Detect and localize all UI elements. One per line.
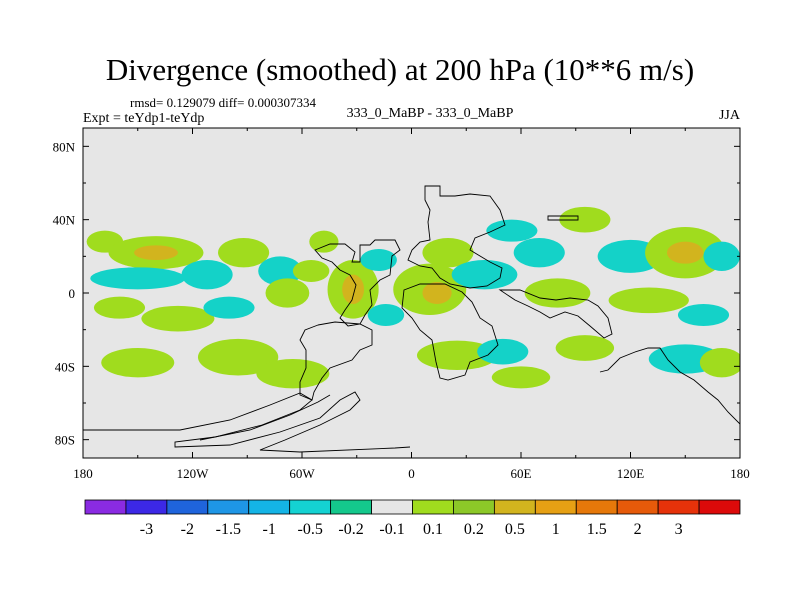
colorbar-label: 3 xyxy=(675,521,683,538)
coastline-south-america xyxy=(299,321,373,401)
colorbar-label: -0.5 xyxy=(297,521,322,538)
contour-blob-neg1 xyxy=(360,249,397,271)
contour-blob-pos1 xyxy=(141,305,215,332)
y-tick-label: 80N xyxy=(53,139,76,154)
colorbar-swatch xyxy=(616,499,659,515)
contour-blob-pos1 xyxy=(101,348,175,378)
contour-blob-pos1 xyxy=(416,340,498,371)
contour-blob-pos2 xyxy=(422,282,452,304)
contour-blob-neg1 xyxy=(203,296,255,319)
colorbar-label: -0.1 xyxy=(379,521,404,538)
colorbar-swatch xyxy=(657,499,700,515)
colorbar-label: -3 xyxy=(140,521,153,538)
contour-blob-neg1 xyxy=(90,267,186,290)
colorbar-swatch xyxy=(166,499,209,515)
experiment-label: Expt = teYdp1-teYdp xyxy=(83,111,205,126)
colorbar-label: 1.5 xyxy=(587,521,607,538)
contour-blob-neg1 xyxy=(477,338,529,365)
colorbar-label: -1.5 xyxy=(216,521,241,538)
x-tick-label: 60W xyxy=(289,466,315,481)
y-tick-label: 40N xyxy=(53,213,76,228)
colorbar: -3 -2 -1.5 -1 -0.5 -0.2 -0.1 0.1 0.2 0.5 1 1.5 2 3 xyxy=(84,499,741,538)
colorbar-swatch xyxy=(371,499,413,515)
contour-blob-pos2 xyxy=(134,245,178,260)
stats-label: rmsd= 0.129079 diff= 0.000307334 xyxy=(130,95,316,110)
colorbar-label: 1 xyxy=(552,521,560,538)
coastline-southern-band-2 xyxy=(199,394,331,441)
colorbar-swatch xyxy=(207,499,250,515)
contour-blob-pos1 xyxy=(197,338,279,376)
x-tick-label: 180 xyxy=(730,466,750,481)
colorbar-swatch xyxy=(698,499,741,515)
y-tick-label: 80S xyxy=(55,433,75,448)
contour-blob-pos1 xyxy=(218,238,270,268)
axes: 180 120W 60W 0 60E 120E 180 80N 40N 0 40S 80S xyxy=(53,128,750,481)
contour-blob-neg1 xyxy=(451,260,518,290)
contour-blob-pos1 xyxy=(292,260,330,282)
contour-blob-pos1 xyxy=(699,348,740,378)
coastline-southern-band xyxy=(83,391,411,453)
contour-blob-pos1 xyxy=(491,366,551,389)
coastline-south-asia xyxy=(498,289,613,339)
colorbar-swatch xyxy=(330,499,372,515)
comparison-label: 333_0_MaBP - 333_0_MaBP xyxy=(346,106,514,121)
contour-blob-neg1 xyxy=(703,241,740,271)
x-tick-label: 60E xyxy=(511,466,532,481)
contour-blob-neg1 xyxy=(181,260,233,290)
contour-blob-pos1 xyxy=(265,278,310,308)
x-tick-label: 120E xyxy=(617,466,645,481)
contour-blob-pos2 xyxy=(667,241,704,264)
x-tick-label: 120W xyxy=(177,466,210,481)
colorbar-swatch xyxy=(125,499,168,515)
season-label: JJA xyxy=(718,108,740,123)
x-tick-label: 180 xyxy=(73,466,93,481)
colorbar-label: 2 xyxy=(634,521,642,538)
coastline-eurasia xyxy=(407,185,506,289)
colorbar-label: 0.5 xyxy=(505,521,525,538)
contour-blob-pos1 xyxy=(555,335,615,361)
colorbar-swatch xyxy=(493,499,536,515)
colorbar-label: -1 xyxy=(263,521,276,538)
contour-blob-neg1 xyxy=(677,304,730,326)
contour-blob-neg1 xyxy=(367,304,405,326)
x-tick-label: 0 xyxy=(408,466,415,481)
colorbar-swatch xyxy=(84,499,127,515)
coastline-africa xyxy=(401,283,499,381)
contour-blob-pos1 xyxy=(524,278,591,308)
colorbar-label: -0.2 xyxy=(338,521,363,538)
coastline-north-america xyxy=(314,239,401,327)
contour-blob-neg1 xyxy=(258,256,302,286)
coastline-australia xyxy=(599,347,740,425)
contour-blob-pos1 xyxy=(608,287,689,314)
colorbar-label: -2 xyxy=(181,521,194,538)
contour-blob-pos1 xyxy=(309,230,339,253)
colorbar-label: 0.1 xyxy=(423,521,443,538)
contour-blob-pos1 xyxy=(256,359,330,389)
contour-blob-pos1 xyxy=(559,206,611,233)
contour-blob-neg1 xyxy=(486,219,538,242)
y-tick-label: 40S xyxy=(55,359,75,374)
colorbar-label: 0.2 xyxy=(464,521,484,538)
colorbar-swatch xyxy=(453,499,495,515)
contour-blob-pos2 xyxy=(342,274,365,305)
coastline-layer xyxy=(83,185,740,453)
colorbar-swatch xyxy=(534,499,577,515)
contour-blob-pos1 xyxy=(93,296,146,319)
contour-blob-neg1 xyxy=(513,238,565,268)
colorbar-swatch xyxy=(412,499,454,515)
plot-title: Divergence (smoothed) at 200 hPa (10**6 … xyxy=(105,52,695,87)
colorbar-swatch xyxy=(289,499,332,515)
colorbar-swatch xyxy=(248,499,291,515)
y-tick-label: 0 xyxy=(69,286,76,301)
colorbar-swatch xyxy=(575,499,618,515)
contour-blob-pos1 xyxy=(422,238,474,268)
coastline-arctic-island xyxy=(547,215,579,221)
